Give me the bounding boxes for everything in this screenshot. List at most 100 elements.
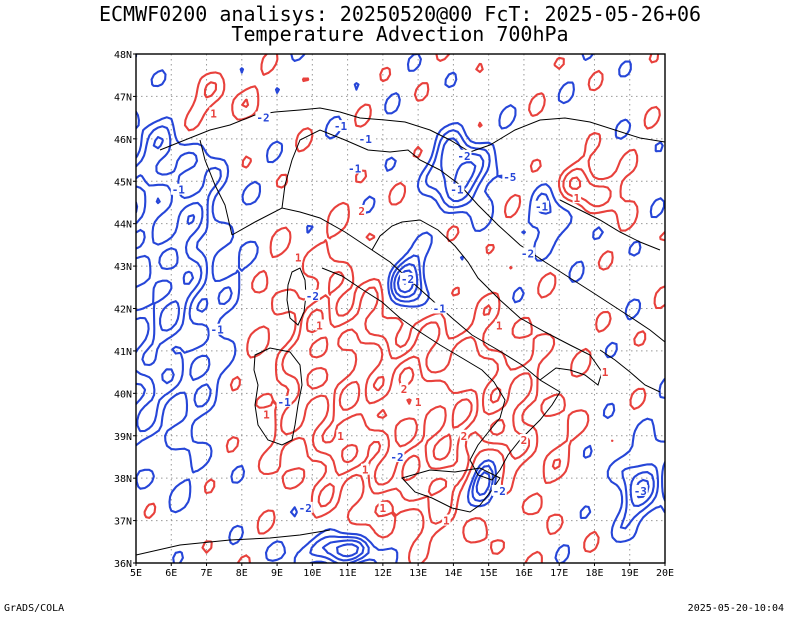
positive-contour-label-bg [399, 383, 409, 395]
negative-contour-label: -1 [172, 184, 186, 197]
positive-contour-label: 1 [362, 464, 369, 477]
contour-value-labels: 1112121211112111-2-1-1-2-2-1-1-1-1-2-1-2… [170, 107, 648, 528]
negative-contour-label-bg [276, 395, 292, 407]
positive-contour-label-bg [262, 408, 271, 420]
negative-contour-label-bg [347, 162, 363, 174]
positive-contour-label-bg [572, 192, 582, 204]
negative-contour-label: -1 [433, 303, 447, 316]
plot-frame [135, 53, 666, 564]
lat-tick-label: 42N [114, 305, 132, 316]
positive-contour-label-bg [378, 501, 388, 513]
lon-tick-label: 15E [480, 568, 498, 579]
negative-contour-label-bg [519, 247, 535, 259]
lat-tick-label: 44N [114, 220, 132, 231]
negative-contour-label-bg [170, 183, 186, 195]
positive-contour-label: 2 [521, 434, 528, 447]
lat-tick-label: 36N [114, 559, 132, 570]
positive-contour-label: 1 [602, 366, 609, 379]
lon-tick-label: 6E [165, 568, 177, 579]
positive-contour-label-bg [494, 319, 504, 331]
negative-contour-label: -1 [348, 163, 362, 176]
lon-tick-label: 19E [621, 568, 639, 579]
negative-contour-label-bg [297, 501, 313, 513]
positive-contour-label: 1 [380, 502, 387, 515]
positive-contour-label: 1 [295, 252, 302, 265]
cold-advection-contour [136, 54, 665, 563]
negative-contour-label-bg [502, 171, 518, 183]
negative-contour-label-bg [449, 183, 465, 195]
negative-contour-label: -1 [210, 324, 224, 337]
negative-contour-label: -1 [359, 133, 373, 146]
lat-tick-label: 45N [114, 177, 132, 188]
footer-timestamp: 2025-05-20-10:04 [687, 603, 784, 614]
negative-contour-label: -1 [535, 201, 549, 214]
lat-tick-label: 43N [114, 262, 132, 273]
positive-contour-label-bg [459, 429, 469, 441]
positive-contour-label-bg [413, 395, 423, 407]
positive-contour-label: 2 [358, 205, 365, 218]
positive-contour-label-bg [209, 107, 218, 119]
negative-contour-label: -1 [277, 396, 291, 409]
negative-contour-label-bg [632, 484, 648, 496]
negative-contour-label-bg [255, 111, 271, 123]
positive-contour-label-bg [360, 463, 370, 475]
positive-contour-label-bg [519, 433, 529, 445]
lon-tick-label: 18E [585, 568, 603, 579]
grid-lines [136, 54, 665, 563]
negative-contour-label: -2 [390, 451, 403, 464]
lon-tick-label: 17E [550, 568, 568, 579]
negative-contour-label: -2 [299, 502, 312, 515]
negative-contour-label-bg [209, 323, 225, 335]
lat-tick-label: 38N [114, 474, 132, 485]
positive-contour-label: 1 [263, 409, 270, 422]
positive-contour-label: 1 [316, 319, 323, 332]
negative-contour-label: -1 [334, 120, 348, 133]
positive-contour-label: 1 [496, 319, 503, 332]
lon-tick-label: 12E [374, 568, 392, 579]
positive-contour-label: 1 [337, 430, 344, 443]
positive-contour-label: 2 [401, 383, 408, 396]
chart-title: ECMWF0200 analisys: 20250520@00 FcT: 202… [98, 2, 702, 26]
negative-contour-label-bg [304, 289, 320, 301]
positive-contour-label-bg [336, 429, 345, 441]
negative-contour-label-bg [333, 120, 349, 132]
negative-contour-label-bg [400, 272, 416, 284]
positive-contour-label-bg [600, 366, 610, 378]
lat-tick-label: 46N [114, 135, 132, 146]
lat-tick-label: 47N [114, 92, 132, 103]
negative-contour-label: -1 [450, 184, 464, 197]
warm-advection-contour [143, 54, 665, 563]
positive-contour-label: 1 [574, 192, 581, 205]
positive-contour-label-bg [357, 204, 366, 216]
negative-contour-label: -2 [401, 273, 414, 286]
negative-contour-label-bg [491, 484, 507, 496]
lon-tick-label: 5E [130, 568, 142, 579]
negative-contour-label: -2 [457, 150, 470, 163]
warm-advection-contour [338, 366, 473, 461]
footer-credit: GrADS/COLA [4, 603, 65, 614]
cold-advection-contour [136, 125, 660, 563]
negative-contour-label-bg [534, 200, 550, 212]
lon-tick-label: 11E [339, 568, 357, 579]
positive-contour-label: 1 [210, 107, 217, 120]
chart-subtitle: Temperature Advection 700hPa [231, 22, 569, 46]
lat-tick-label: 39N [114, 432, 132, 443]
negative-contour-label-bg [456, 149, 472, 161]
lon-tick-label: 9E [271, 568, 283, 579]
negative-contour-label: -2 [306, 290, 319, 303]
negative-contour-label: -2 [256, 112, 269, 125]
positive-contour-label: 1 [415, 396, 422, 409]
lon-tick-label: 7E [201, 568, 213, 579]
lon-tick-label: 10E [303, 568, 321, 579]
lon-tick-label: 20E [656, 568, 674, 579]
axis-tick-labels: 5E 6E 7E 8E 9E 10E 11E 12E 13E 14E 15E 16E 17E 18E 19E… [114, 50, 674, 579]
negative-contour-label-bg [389, 450, 405, 462]
lon-tick-label: 13E [409, 568, 427, 579]
lon-tick-label: 16E [515, 568, 533, 579]
positive-contour-label-bg [293, 251, 303, 263]
positive-contour-label-bg [442, 514, 451, 526]
warm-advection-contour [305, 176, 582, 486]
negative-contour-label-bg [357, 132, 373, 144]
lon-tick-label: 14E [444, 568, 462, 579]
negative-contour-label: -2 [521, 247, 534, 260]
